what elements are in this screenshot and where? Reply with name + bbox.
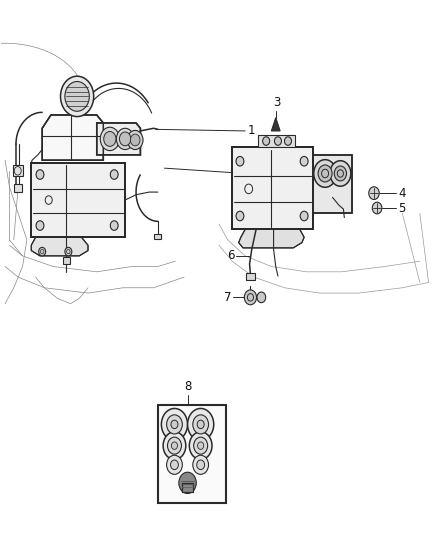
Circle shape [263, 137, 270, 146]
Circle shape [170, 460, 178, 470]
Circle shape [36, 169, 44, 179]
Circle shape [110, 169, 118, 179]
Bar [232, 147, 313, 229]
Circle shape [257, 292, 266, 303]
Circle shape [39, 247, 46, 256]
Text: 1: 1 [247, 124, 255, 138]
Circle shape [198, 442, 204, 449]
Polygon shape [239, 229, 304, 248]
Bar [63, 257, 70, 264]
Circle shape [120, 132, 131, 146]
Circle shape [104, 132, 116, 147]
Bar [31, 163, 125, 237]
Circle shape [65, 247, 72, 256]
Bar [158, 405, 226, 503]
Circle shape [236, 211, 244, 221]
Polygon shape [42, 115, 103, 160]
Circle shape [65, 82, 89, 111]
Circle shape [60, 76, 94, 117]
Bar [313, 155, 352, 213]
Circle shape [369, 187, 379, 199]
Circle shape [197, 420, 204, 429]
Polygon shape [97, 123, 141, 155]
Circle shape [193, 415, 208, 434]
Circle shape [161, 408, 187, 440]
Circle shape [285, 137, 291, 146]
Circle shape [187, 408, 214, 440]
Circle shape [131, 134, 140, 146]
Circle shape [166, 455, 182, 474]
Circle shape [189, 432, 212, 459]
Circle shape [110, 221, 118, 230]
Circle shape [275, 137, 282, 146]
Polygon shape [31, 237, 88, 256]
Circle shape [193, 455, 208, 474]
Circle shape [372, 202, 382, 214]
Text: 8: 8 [184, 380, 191, 393]
Bar [182, 483, 193, 492]
Circle shape [167, 437, 181, 454]
Circle shape [314, 160, 336, 187]
Circle shape [117, 128, 134, 150]
Bar [14, 184, 21, 192]
Circle shape [127, 131, 143, 150]
Bar [246, 273, 255, 280]
Bar [258, 135, 295, 147]
Text: 2: 2 [247, 167, 255, 180]
Bar [71, 107, 83, 115]
Polygon shape [272, 118, 280, 131]
Text: 7: 7 [224, 291, 231, 304]
Bar [154, 233, 161, 239]
Text: 6: 6 [227, 249, 234, 262]
Circle shape [197, 460, 205, 470]
Circle shape [171, 442, 177, 449]
Bar [31, 163, 125, 237]
Circle shape [300, 211, 308, 221]
Circle shape [179, 472, 196, 494]
Bar [13, 165, 22, 176]
Circle shape [318, 165, 332, 182]
Circle shape [300, 157, 308, 166]
Text: 4: 4 [398, 187, 406, 200]
Circle shape [244, 290, 257, 305]
Circle shape [171, 420, 178, 429]
Circle shape [334, 166, 346, 181]
Circle shape [163, 432, 186, 459]
Bar [182, 483, 193, 492]
Circle shape [166, 415, 182, 434]
Circle shape [236, 157, 244, 166]
Circle shape [330, 161, 351, 186]
Circle shape [100, 127, 120, 151]
Text: 3: 3 [273, 95, 280, 109]
Text: 5: 5 [398, 201, 406, 214]
Circle shape [36, 221, 44, 230]
Bar [313, 155, 352, 213]
Circle shape [194, 437, 208, 454]
Bar [232, 147, 313, 229]
